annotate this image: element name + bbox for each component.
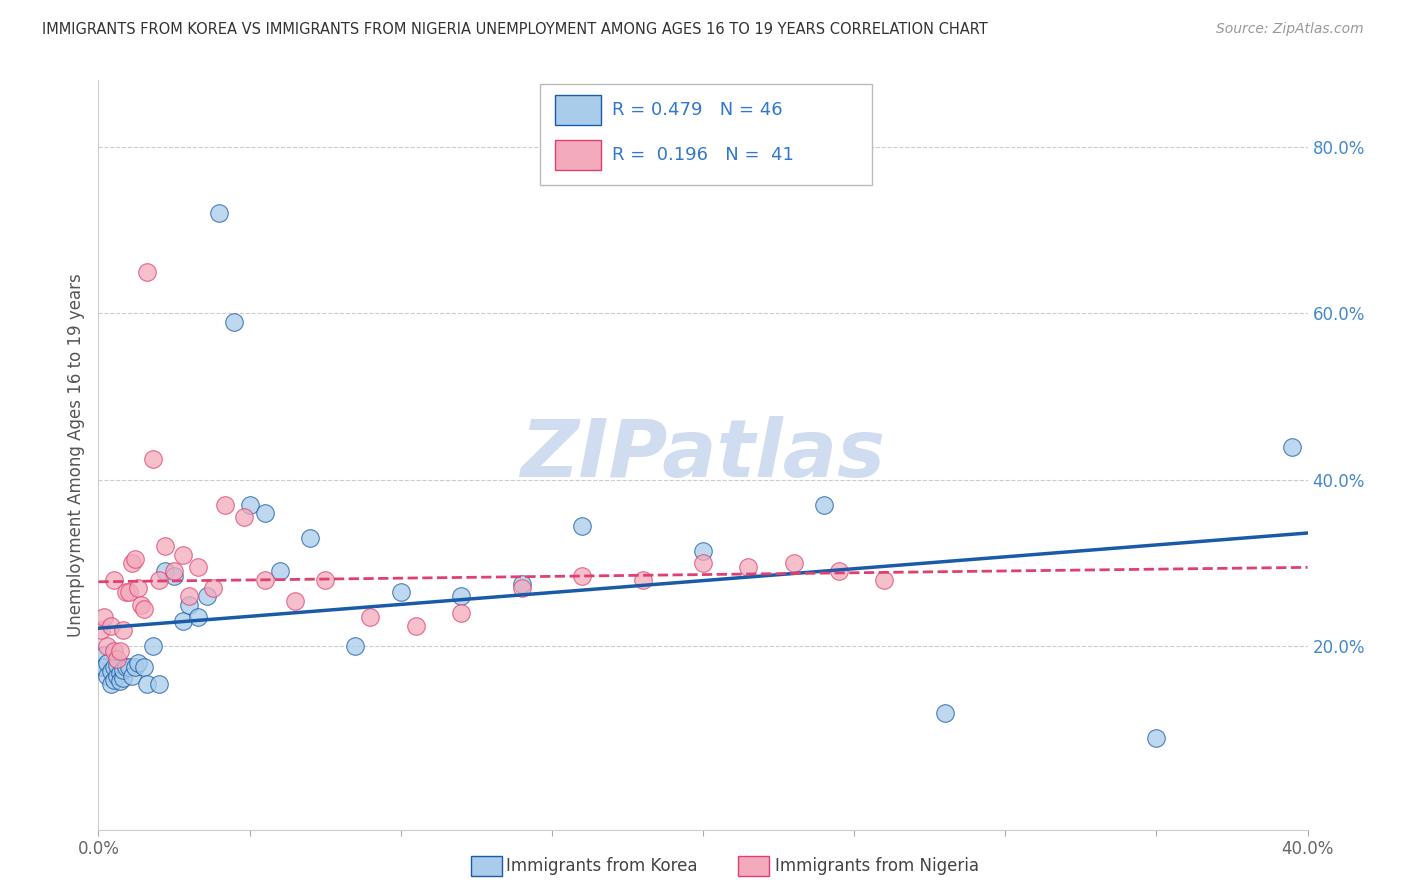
Point — [135, 677, 157, 691]
Point — [103, 643, 125, 657]
Point — [124, 660, 146, 674]
Point — [284, 593, 307, 607]
Point — [692, 556, 714, 570]
Point — [93, 648, 115, 662]
FancyBboxPatch shape — [540, 84, 872, 186]
Point — [344, 640, 367, 654]
Point — [195, 590, 218, 604]
Point — [873, 573, 896, 587]
Point — [96, 640, 118, 654]
Point — [90, 660, 112, 674]
Text: Source: ZipAtlas.com: Source: ZipAtlas.com — [1216, 22, 1364, 37]
Point — [121, 668, 143, 682]
Point — [179, 598, 201, 612]
Point — [100, 677, 122, 691]
Point — [269, 565, 291, 579]
Point — [114, 585, 136, 599]
Point — [127, 581, 149, 595]
Point — [103, 660, 125, 674]
Text: ZIPatlas: ZIPatlas — [520, 416, 886, 494]
Point — [108, 666, 131, 681]
Point — [103, 673, 125, 687]
Point — [118, 585, 141, 599]
Point — [202, 581, 225, 595]
Point — [208, 206, 231, 220]
FancyBboxPatch shape — [555, 95, 602, 125]
Point — [163, 565, 186, 579]
Point — [405, 618, 427, 632]
Point — [510, 581, 533, 595]
Point — [389, 585, 412, 599]
Point — [114, 660, 136, 674]
Point — [121, 556, 143, 570]
Text: R =  0.196   N =  41: R = 0.196 N = 41 — [613, 146, 794, 164]
Point — [232, 510, 254, 524]
Point — [132, 660, 155, 674]
Point — [828, 565, 851, 579]
Point — [100, 618, 122, 632]
Point — [239, 498, 262, 512]
Point — [153, 540, 176, 554]
Point — [224, 315, 246, 329]
Point — [108, 674, 131, 689]
FancyBboxPatch shape — [555, 140, 602, 170]
Point — [187, 610, 209, 624]
Point — [132, 602, 155, 616]
Point — [111, 623, 134, 637]
Point — [105, 668, 128, 682]
Point — [1281, 440, 1303, 454]
Point — [510, 577, 533, 591]
Point — [96, 656, 118, 670]
Point — [360, 610, 382, 624]
Text: R = 0.479   N = 46: R = 0.479 N = 46 — [613, 102, 783, 120]
Point — [90, 623, 112, 637]
Point — [127, 656, 149, 670]
Point — [571, 568, 593, 582]
Point — [737, 560, 759, 574]
Text: Immigrants from Nigeria: Immigrants from Nigeria — [775, 857, 979, 875]
Point — [692, 543, 714, 558]
Point — [93, 660, 115, 674]
Point — [631, 573, 654, 587]
Point — [108, 643, 131, 657]
Point — [450, 606, 472, 620]
Point — [934, 706, 956, 720]
Point — [148, 573, 170, 587]
Point — [179, 590, 201, 604]
Point — [450, 590, 472, 604]
Point — [105, 657, 128, 672]
Point — [813, 498, 835, 512]
Point — [153, 565, 176, 579]
Point — [100, 665, 122, 679]
Point — [129, 598, 152, 612]
Point — [187, 560, 209, 574]
Point — [124, 552, 146, 566]
Text: IMMIGRANTS FROM KOREA VS IMMIGRANTS FROM NIGERIA UNEMPLOYMENT AMONG AGES 16 TO 1: IMMIGRANTS FROM KOREA VS IMMIGRANTS FROM… — [42, 22, 988, 37]
Point — [314, 573, 336, 587]
Point — [105, 652, 128, 666]
Point — [118, 660, 141, 674]
Point — [1144, 731, 1167, 745]
Point — [571, 518, 593, 533]
Text: Immigrants from Korea: Immigrants from Korea — [506, 857, 697, 875]
Point — [783, 556, 806, 570]
Point — [96, 668, 118, 682]
Point — [172, 615, 194, 629]
Point — [135, 265, 157, 279]
Point — [111, 671, 134, 685]
Point — [103, 573, 125, 587]
Point — [93, 610, 115, 624]
Y-axis label: Unemployment Among Ages 16 to 19 years: Unemployment Among Ages 16 to 19 years — [66, 273, 84, 637]
Point — [172, 548, 194, 562]
Point — [142, 452, 165, 467]
Point — [111, 663, 134, 677]
Point — [142, 640, 165, 654]
Point — [148, 677, 170, 691]
Point — [299, 531, 322, 545]
Point — [163, 568, 186, 582]
Point — [253, 506, 276, 520]
Point — [214, 498, 236, 512]
Point — [253, 573, 276, 587]
